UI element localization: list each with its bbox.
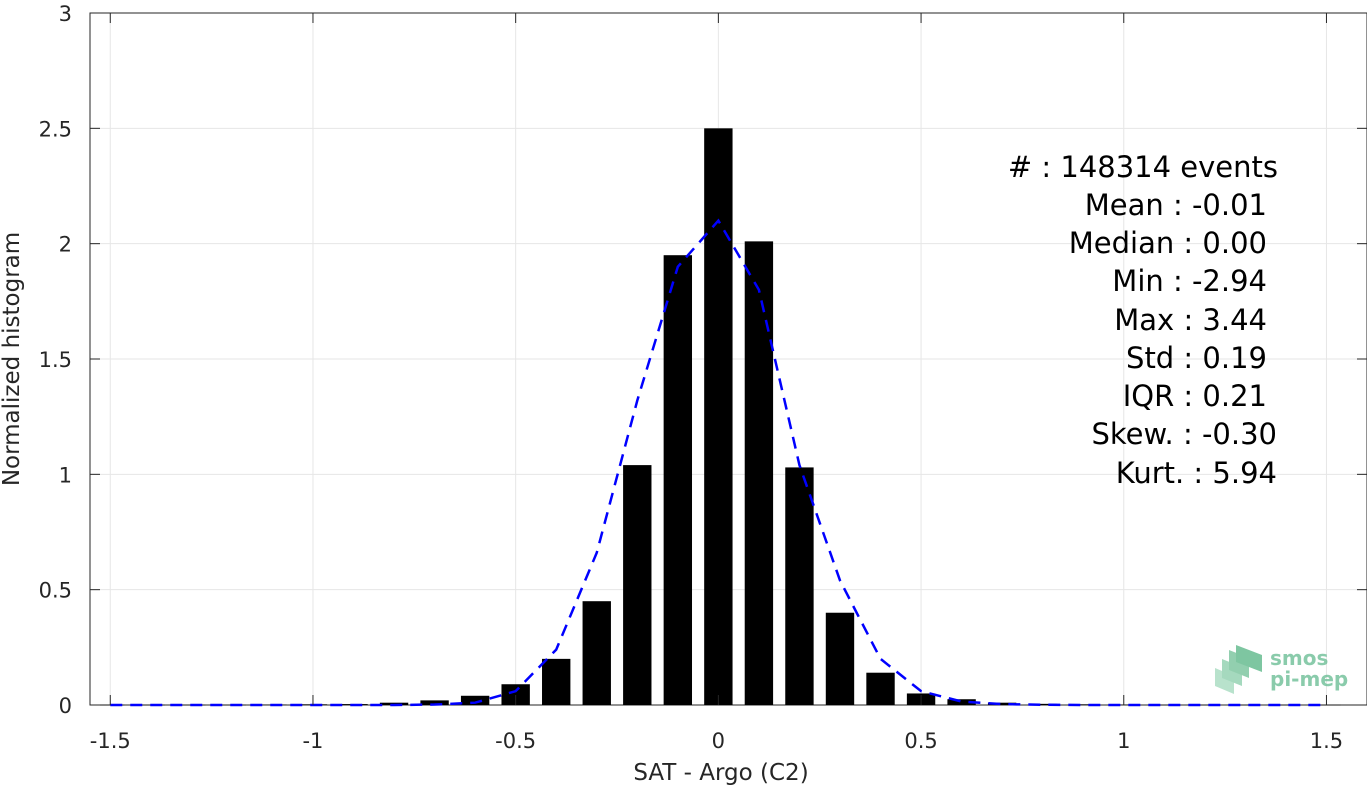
- y-axis-title: Normalized histogram: [0, 232, 25, 486]
- histogram-bars: [96, 128, 1341, 706]
- x-tick-label: 0.5: [904, 729, 937, 753]
- histogram-bar: [704, 128, 733, 706]
- x-tick-label: -1.5: [90, 729, 131, 753]
- x-axis-ticks: -1.5 -1 -0.5 0 0.5 1 1.5: [90, 13, 1343, 753]
- stats-skew: Skew. : -0.30: [1091, 417, 1277, 451]
- histogram-bar: [866, 672, 895, 705]
- histogram-bar: [825, 612, 855, 705]
- histogram-bar: [1312, 704, 1341, 706]
- y-axis-ticks: 0 0.5 1 1.5 2 2.5 3: [39, 2, 1367, 718]
- stats-median: Median : 0.00: [1069, 226, 1267, 260]
- logo-text-smos: smos: [1270, 646, 1328, 670]
- logo-layers-icon: [1215, 645, 1262, 694]
- histogram-bar: [1231, 704, 1260, 706]
- y-tick-label: 0: [59, 694, 72, 718]
- histogram-bar: [1271, 704, 1301, 706]
- stats-min: Min : -2.94: [1112, 264, 1267, 298]
- histogram-bar: [542, 658, 571, 705]
- stats-mean: Mean : -0.01: [1085, 188, 1267, 222]
- x-axis-title: SAT - Argo (C2): [633, 760, 808, 786]
- histogram-bar: [460, 695, 490, 705]
- histogram-bar: [987, 702, 1017, 705]
- y-tick-label: 2: [59, 233, 72, 257]
- logo-text-pimep: pi-mep: [1270, 667, 1348, 691]
- histogram-bar: [1028, 703, 1057, 705]
- histogram-bar: [582, 601, 611, 705]
- y-tick-label: 3: [59, 2, 72, 26]
- histogram-bar: [785, 467, 814, 705]
- statistics-box: # : 148314 events Mean : -0.01 Median : …: [1008, 150, 1278, 490]
- stats-iqr: IQR : 0.21: [1123, 379, 1267, 413]
- x-tick-label: -0.5: [495, 729, 536, 753]
- y-tick-label: 2.5: [39, 117, 72, 141]
- stats-kurt: Kurt. : 5.94: [1116, 456, 1277, 490]
- smos-pimep-logo: smos pi-mep: [1215, 645, 1348, 694]
- histogram-bar: [1069, 704, 1098, 705]
- histogram-bar: [663, 255, 693, 705]
- stats-max: Max : 3.44: [1114, 303, 1267, 337]
- stats-events: # : 148314 events: [1008, 150, 1278, 184]
- y-tick-label: 1: [59, 463, 72, 487]
- histogram-bar: [420, 700, 449, 705]
- x-tick-label: 1.5: [1310, 729, 1343, 753]
- x-tick-label: -1: [302, 729, 323, 753]
- histogram-bar: [501, 684, 530, 705]
- histogram-bar: [1150, 704, 1179, 706]
- y-tick-label: 0.5: [39, 579, 72, 603]
- x-tick-label: 0: [712, 729, 725, 753]
- stats-std: Std : 0.19: [1126, 341, 1267, 375]
- histogram-bar: [947, 699, 976, 705]
- histogram-bar: [744, 241, 774, 706]
- x-tick-label: 1: [1117, 729, 1130, 753]
- histogram-bar: [623, 465, 652, 705]
- histogram-bar: [1190, 704, 1220, 706]
- y-tick-label: 1.5: [39, 348, 72, 372]
